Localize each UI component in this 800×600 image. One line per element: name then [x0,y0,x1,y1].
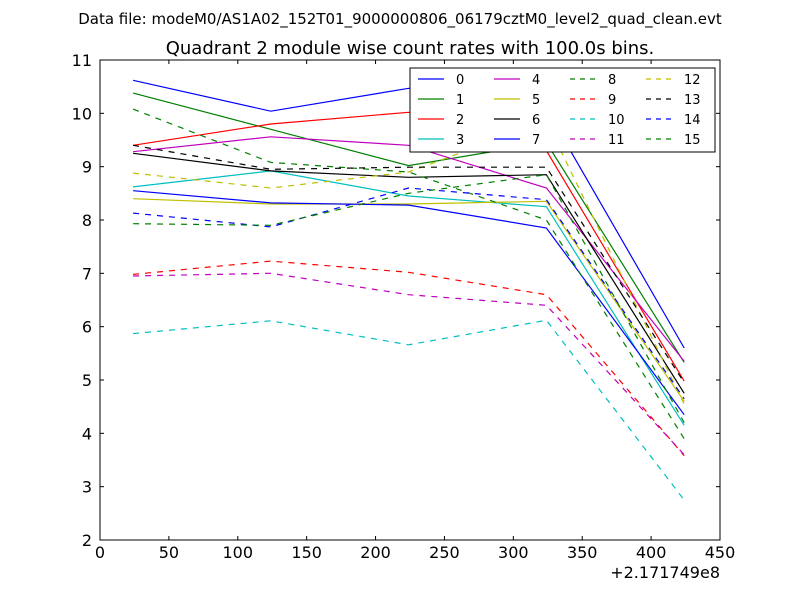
x-tick-label: 300 [498,543,529,562]
y-tick-label: 6 [82,318,92,337]
legend-label-13: 13 [684,93,701,108]
legend-box [409,67,716,153]
plot-frame [99,59,721,541]
legend-label-9: 9 [608,93,616,108]
y-tick-label: 2 [82,531,92,550]
x-tick-label: 200 [360,543,391,562]
x-tick-label: 350 [567,543,598,562]
y-tick-label: 9 [82,158,92,177]
series-line-10 [133,319,685,501]
series-line-5 [133,198,685,402]
series-line-7 [133,190,685,416]
series-line-4 [133,136,685,362]
series-layer [132,79,685,501]
series-line-14 [133,187,685,400]
y-tick-label: 4 [82,424,92,443]
series-line-2 [133,111,685,382]
x-tick-label: 150 [291,543,322,562]
legend-label-8: 8 [608,73,616,88]
series-line-15 [133,174,685,423]
chart-title: Quadrant 2 module wise count rates with … [166,38,655,59]
series-line-6 [133,152,685,394]
y-tick-label: 3 [82,478,92,497]
x-offset-label: +2.171749e8 [610,563,720,582]
x-tick-label: 0 [95,543,105,562]
legend-label-6: 6 [532,113,540,128]
series-line-11 [133,272,685,456]
series-line-12 [133,120,685,405]
legend-label-5: 5 [532,93,540,108]
y-tick-label: 11 [72,51,92,70]
legend-label-15: 15 [684,133,701,148]
chart-suptitle: Data file: modeM0/AS1A02_152T01_90000008… [78,10,722,29]
series-line-0 [132,79,685,349]
series-line-13 [132,144,685,384]
x-tick-label: 400 [636,543,667,562]
legend-label-2: 2 [456,113,464,128]
legend-label-4: 4 [532,73,540,88]
legend-label-14: 14 [684,113,701,128]
legend-label-12: 12 [684,73,701,88]
y-tick-label: 10 [72,104,92,123]
legend-label-3: 3 [456,133,464,148]
y-tick-label: 5 [82,371,92,390]
series-line-8 [132,108,685,440]
x-tick-label: 50 [159,543,179,562]
legend-label-0: 0 [456,73,464,88]
x-tick-label: 100 [223,543,254,562]
x-tick-label: 450 [705,543,736,562]
series-line-3 [133,170,685,426]
series-line-9 [133,260,685,457]
legend-label-7: 7 [532,133,540,148]
y-tick-label: 8 [82,211,92,230]
legend-label-10: 10 [608,113,625,128]
x-tick-label: 250 [429,543,460,562]
y-tick-label: 7 [82,264,92,283]
legend-label-1: 1 [456,93,464,108]
legend-label-11: 11 [608,133,625,148]
